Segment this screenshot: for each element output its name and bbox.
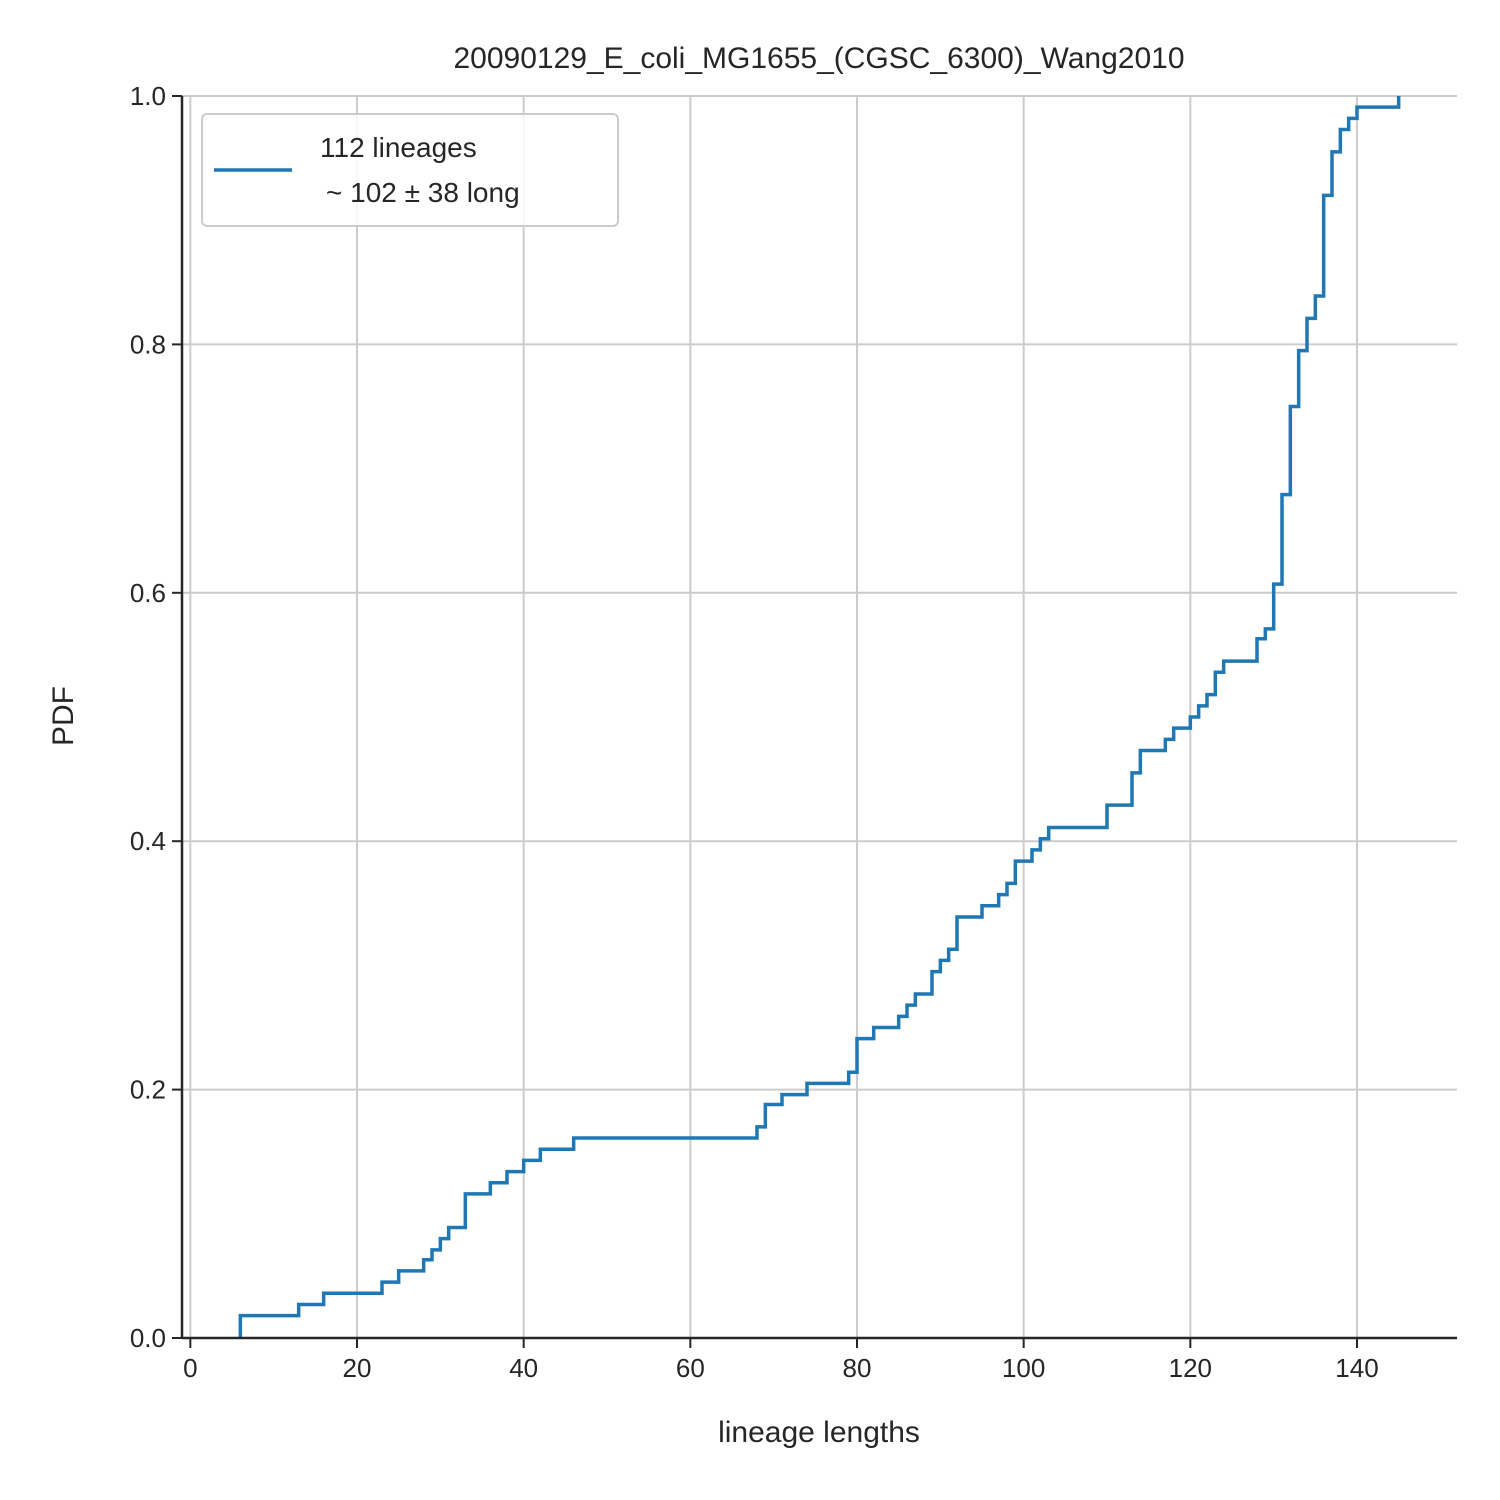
y-tick-label: 0.6 <box>130 578 166 608</box>
y-axis-label: PDF <box>47 686 80 746</box>
x-tick-label: 0 <box>183 1353 197 1383</box>
series-group <box>238 96 1401 1338</box>
y-tick-label: 1.0 <box>130 81 166 111</box>
y-tick-label: 0.2 <box>130 1075 166 1105</box>
x-tick-label: 40 <box>509 1353 538 1383</box>
x-axis-label: lineage lengths <box>718 1416 920 1449</box>
series-line <box>238 96 1401 1338</box>
axes <box>180 96 1457 1340</box>
legend-frame <box>201 113 619 227</box>
x-tick-label: 60 <box>676 1353 705 1383</box>
x-tick-label: 120 <box>1169 1353 1212 1383</box>
ticks: 0 20 40 60 80 100 120 140 0.0 0.2 0.4 0.6 0.8 1.0 <box>130 81 1379 1383</box>
chart-title: 20090129_E_coli_MG1655_(CGSC_6300)_Wang2… <box>453 42 1184 75</box>
legend: 112 lineages ~ 102 ± 38 long <box>201 113 619 227</box>
x-tick-label: 80 <box>843 1353 872 1383</box>
y-tick-label: 0.0 <box>130 1323 166 1353</box>
y-tick-label: 0.4 <box>130 826 166 856</box>
y-tick-label: 0.8 <box>130 329 166 359</box>
legend-entry-summary: ~ 102 ± 38 long <box>326 177 520 208</box>
x-tick-label: 140 <box>1335 1353 1378 1383</box>
legend-entry-label: 112 lineages <box>320 132 477 163</box>
x-tick-label: 100 <box>1002 1353 1045 1383</box>
x-tick-label: 20 <box>343 1353 372 1383</box>
